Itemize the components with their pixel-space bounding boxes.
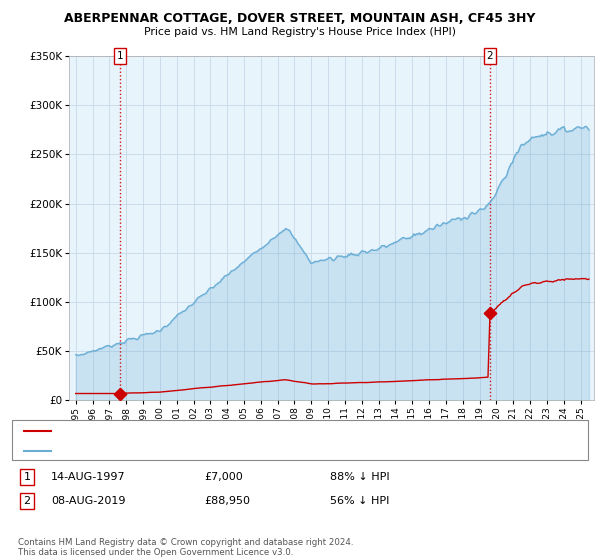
Text: ABERPENNAR COTTAGE, DOVER STREET, MOUNTAIN ASH, CF45 3HY (detached house): ABERPENNAR COTTAGE, DOVER STREET, MOUNTA…: [54, 427, 461, 436]
Text: Contains HM Land Registry data © Crown copyright and database right 2024.
This d: Contains HM Land Registry data © Crown c…: [18, 538, 353, 557]
Text: 08-AUG-2019: 08-AUG-2019: [51, 496, 125, 506]
Point: [115, 389, 125, 398]
Point: [485, 309, 495, 318]
Text: £88,950: £88,950: [204, 496, 250, 506]
Text: £7,000: £7,000: [204, 472, 243, 482]
Text: 56% ↓ HPI: 56% ↓ HPI: [330, 496, 389, 506]
Text: HPI: Average price, detached house, Rhondda Cynon Taf: HPI: Average price, detached house, Rhon…: [54, 447, 322, 456]
Text: 1: 1: [23, 472, 31, 482]
Text: 14-AUG-1997: 14-AUG-1997: [51, 472, 125, 482]
Text: 2: 2: [487, 51, 493, 61]
Text: 2: 2: [23, 496, 31, 506]
Text: Price paid vs. HM Land Registry's House Price Index (HPI): Price paid vs. HM Land Registry's House …: [144, 27, 456, 37]
Text: ABERPENNAR COTTAGE, DOVER STREET, MOUNTAIN ASH, CF45 3HY: ABERPENNAR COTTAGE, DOVER STREET, MOUNTA…: [64, 12, 536, 25]
Text: 1: 1: [116, 51, 123, 61]
Text: 88% ↓ HPI: 88% ↓ HPI: [330, 472, 389, 482]
